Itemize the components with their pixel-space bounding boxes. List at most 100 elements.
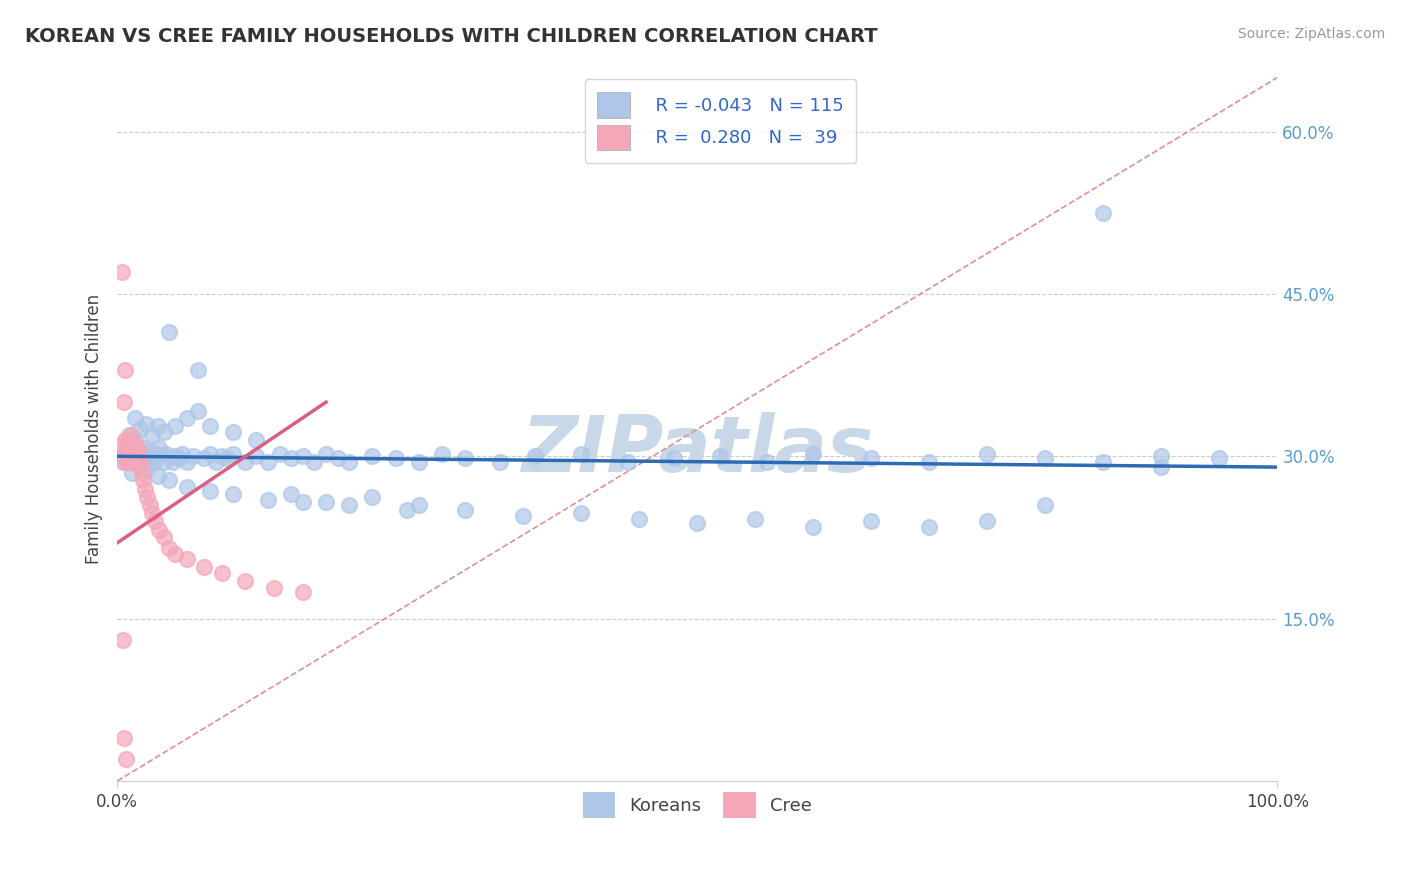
Point	[1150, 460, 1173, 475]
Point	[489, 455, 512, 469]
Point	[146, 419, 169, 434]
Point	[112, 395, 135, 409]
Point	[211, 566, 233, 581]
Point	[198, 483, 221, 498]
Point	[172, 447, 194, 461]
Point	[337, 498, 360, 512]
Point	[291, 494, 314, 508]
Point	[165, 547, 187, 561]
Point	[121, 466, 143, 480]
Point	[430, 447, 453, 461]
Point	[211, 450, 233, 464]
Point	[187, 404, 209, 418]
Point	[121, 438, 143, 452]
Point	[198, 419, 221, 434]
Point	[245, 450, 267, 464]
Text: KOREAN VS CREE FAMILY HOUSEHOLDS WITH CHILDREN CORRELATION CHART: KOREAN VS CREE FAMILY HOUSEHOLDS WITH CH…	[25, 27, 877, 45]
Point	[111, 633, 134, 648]
Point	[152, 531, 174, 545]
Point	[148, 441, 170, 455]
Point	[111, 438, 134, 452]
Point	[280, 451, 302, 466]
Point	[193, 559, 215, 574]
Point	[709, 450, 731, 464]
Point	[127, 451, 149, 466]
Point	[138, 455, 160, 469]
Point	[662, 451, 685, 466]
Point	[143, 455, 166, 469]
Point	[152, 425, 174, 440]
Point	[1150, 450, 1173, 464]
Point	[141, 506, 163, 520]
Point	[127, 443, 149, 458]
Point	[744, 512, 766, 526]
Point	[135, 447, 157, 461]
Point	[117, 438, 139, 452]
Point	[408, 498, 430, 512]
Point	[118, 427, 141, 442]
Point	[120, 455, 142, 469]
Point	[148, 523, 170, 537]
Point	[129, 458, 152, 472]
Point	[204, 455, 226, 469]
Text: ZIPatlas: ZIPatlas	[522, 412, 873, 488]
Point	[222, 487, 245, 501]
Point	[114, 443, 136, 458]
Point	[118, 451, 141, 466]
Point	[129, 422, 152, 436]
Point	[569, 447, 592, 461]
Point	[135, 462, 157, 476]
Point	[141, 450, 163, 464]
Point	[801, 519, 824, 533]
Point	[176, 411, 198, 425]
Point	[138, 498, 160, 512]
Point	[125, 455, 148, 469]
Point	[127, 458, 149, 472]
Point	[616, 455, 638, 469]
Point	[686, 516, 709, 531]
Point	[111, 455, 134, 469]
Point	[291, 584, 314, 599]
Point	[146, 468, 169, 483]
Point	[165, 419, 187, 434]
Point	[512, 508, 534, 523]
Point	[291, 450, 314, 464]
Point	[569, 506, 592, 520]
Point	[120, 427, 142, 442]
Point	[187, 362, 209, 376]
Point	[176, 479, 198, 493]
Point	[136, 451, 159, 466]
Point	[233, 455, 256, 469]
Point	[118, 443, 141, 458]
Point	[112, 731, 135, 745]
Point	[918, 455, 941, 469]
Point	[155, 447, 177, 461]
Legend: Koreans, Cree: Koreans, Cree	[575, 785, 820, 825]
Point	[361, 450, 384, 464]
Point	[801, 447, 824, 461]
Point	[233, 574, 256, 588]
Point	[117, 455, 139, 469]
Point	[384, 451, 406, 466]
Point	[157, 325, 180, 339]
Point	[396, 503, 419, 517]
Point	[125, 455, 148, 469]
Point	[124, 433, 146, 447]
Point	[976, 514, 998, 528]
Point	[145, 447, 167, 461]
Point	[162, 455, 184, 469]
Point	[134, 482, 156, 496]
Point	[132, 441, 155, 455]
Point	[125, 447, 148, 461]
Point	[1092, 455, 1115, 469]
Point	[125, 438, 148, 452]
Point	[257, 492, 280, 507]
Point	[269, 447, 291, 461]
Point	[315, 494, 337, 508]
Point	[245, 433, 267, 447]
Point	[165, 450, 187, 464]
Point	[122, 455, 145, 469]
Point	[755, 455, 778, 469]
Point	[132, 473, 155, 487]
Point	[114, 433, 136, 447]
